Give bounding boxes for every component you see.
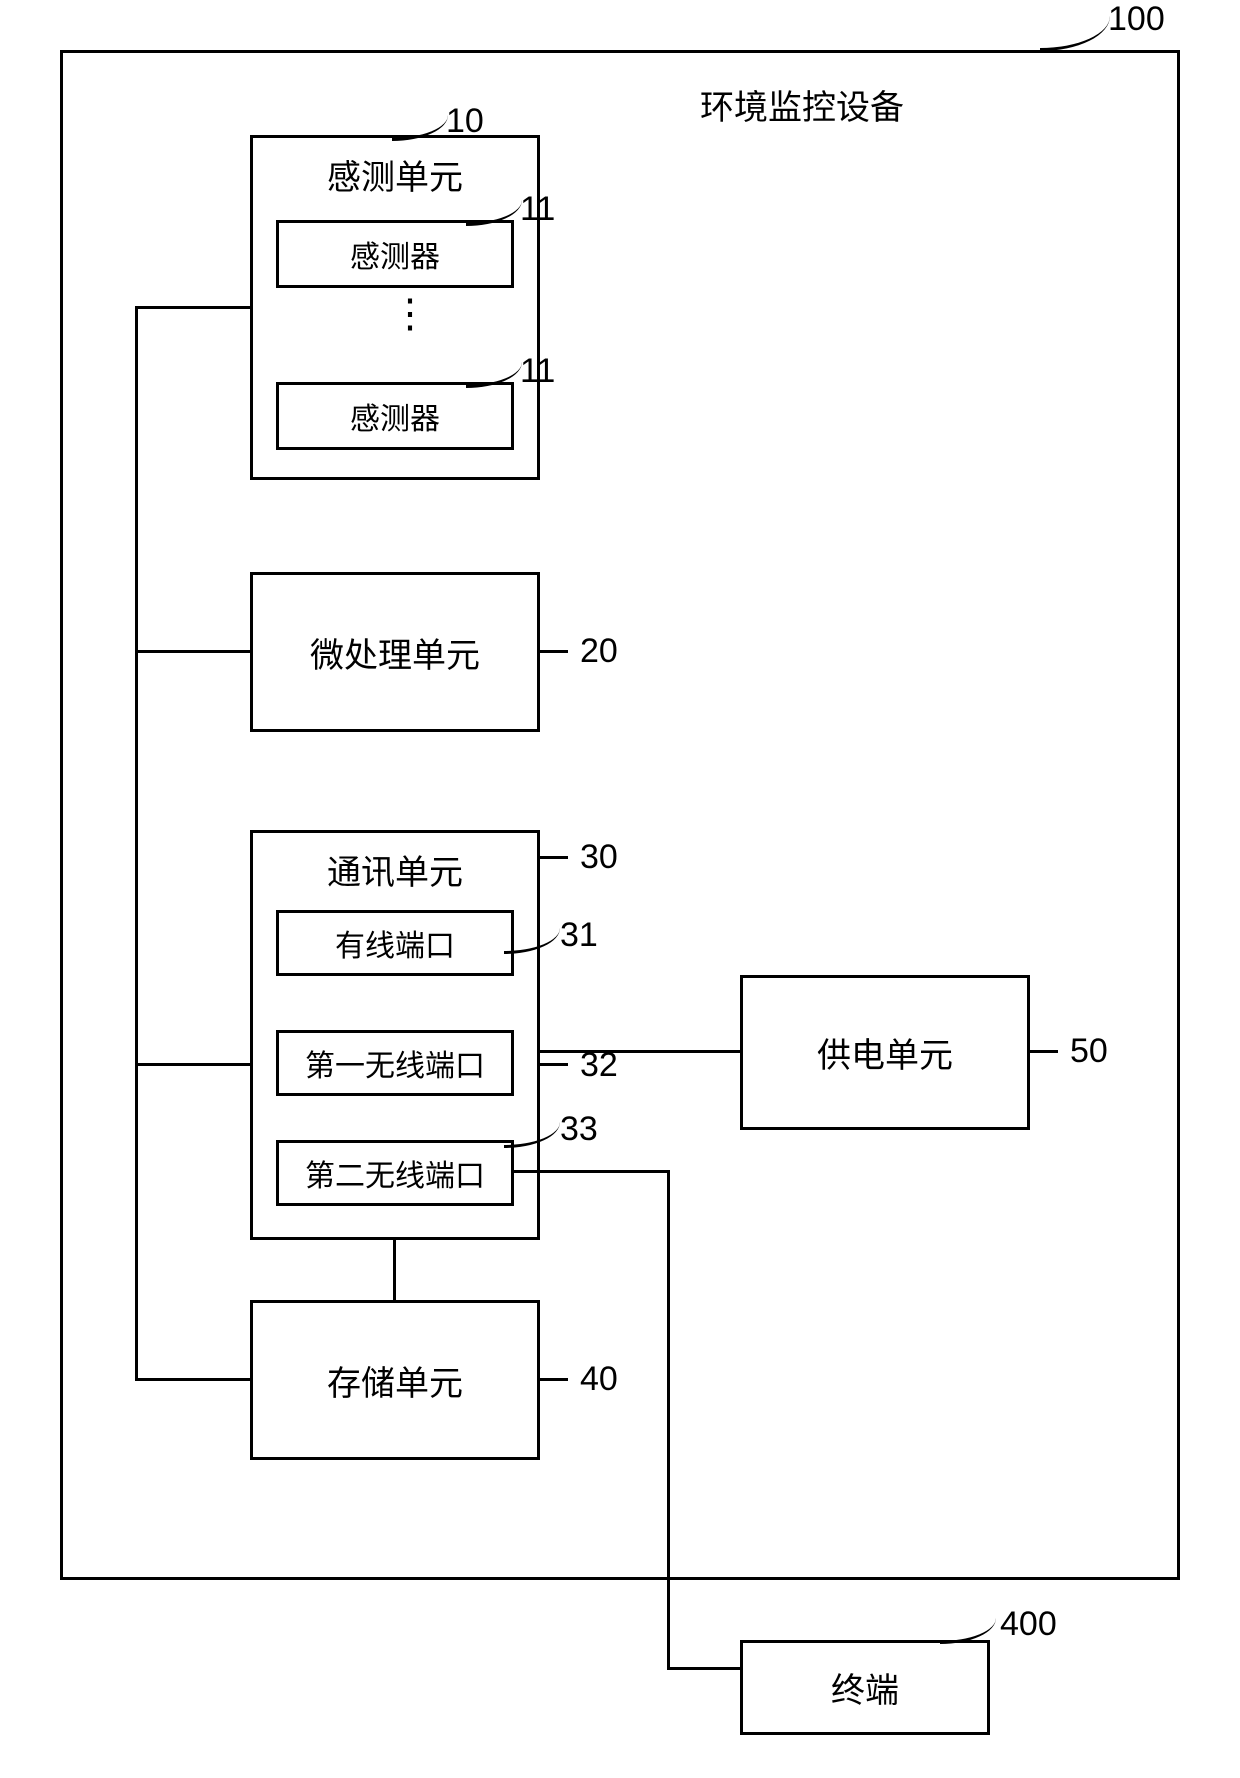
ref-20: 20: [580, 632, 618, 671]
wireless1-box: 第一无线端口: [276, 1030, 514, 1096]
sensing-unit-title: 感测单元: [327, 150, 463, 199]
tick-32: [540, 1063, 568, 1066]
wired-port-label: 有线端口: [335, 921, 455, 965]
ellipsis-dots: ⋮: [390, 305, 430, 323]
ref-11a: 11: [520, 190, 555, 229]
terminal-title: 终端: [831, 1663, 899, 1712]
sensor-label-1: 感测器: [350, 232, 440, 276]
diagram-canvas: 环境监控设备 100 感测单元 10 感测器 11 ⋮ 感测器 11 微处理单元…: [0, 0, 1240, 1778]
ref-100: 100: [1108, 0, 1165, 39]
wireless2-box: 第二无线端口: [276, 1140, 514, 1206]
wireless1-label: 第一无线端口: [305, 1041, 485, 1085]
power-title: 供电单元: [817, 1028, 953, 1077]
terminal-box: 终端: [740, 1640, 990, 1735]
edge-bus-storage: [135, 1378, 250, 1381]
tick-20: [540, 650, 568, 653]
ref-10: 10: [446, 102, 484, 141]
bus-vline: [135, 306, 138, 1380]
edge-comm-storage: [393, 1240, 396, 1300]
tick-40: [540, 1378, 568, 1381]
edge-port33-h: [514, 1170, 670, 1173]
tick-50: [1030, 1050, 1058, 1053]
comm-unit-title: 通讯单元: [327, 845, 463, 894]
ref-40: 40: [580, 1360, 618, 1399]
sensor-box-2: 感测器: [276, 382, 514, 450]
storage-title: 存储单元: [327, 1356, 463, 1405]
edge-bus-mpu: [135, 650, 250, 653]
tick-30: [540, 856, 568, 859]
wireless2-label: 第二无线端口: [305, 1151, 485, 1195]
ref-400: 400: [1000, 1605, 1057, 1644]
leader-100: [1040, 16, 1110, 51]
outer-box: [60, 50, 1180, 1580]
ref-33: 33: [560, 1110, 598, 1149]
edge-port33-v: [667, 1170, 670, 1670]
edge-terminal-stub: [667, 1667, 740, 1670]
power-box: 供电单元: [740, 975, 1030, 1130]
mpu-box: 微处理单元: [250, 572, 540, 732]
outer-title: 环境监控设备: [700, 80, 904, 129]
ref-30: 30: [580, 838, 618, 877]
storage-box: 存储单元: [250, 1300, 540, 1460]
wired-port-box: 有线端口: [276, 910, 514, 976]
sensor-label-2: 感测器: [350, 394, 440, 438]
ref-11b: 11: [520, 352, 555, 391]
ref-50: 50: [1070, 1032, 1108, 1071]
mpu-title: 微处理单元: [310, 628, 480, 677]
edge-bus-sensing: [135, 306, 250, 309]
ref-31: 31: [560, 916, 598, 955]
edge-bus-comm: [135, 1063, 250, 1066]
edge-comm-power: [540, 1050, 740, 1053]
sensor-box-1: 感测器: [276, 220, 514, 288]
